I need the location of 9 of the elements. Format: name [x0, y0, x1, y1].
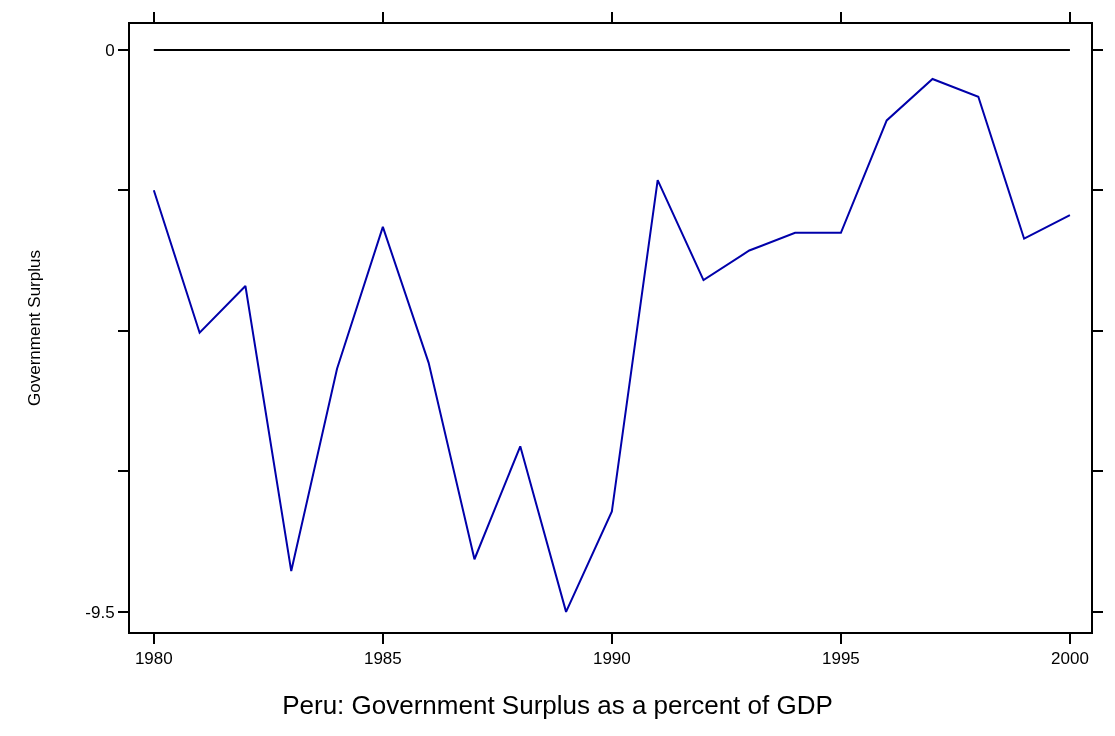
y-tick-label: -9.5 [85, 602, 115, 622]
y-axis-title: Government Surplus [25, 250, 45, 406]
x-tick-label: 1980 [134, 649, 173, 669]
y-tick-label: 0 [105, 40, 115, 60]
x-tick-label: 1985 [363, 649, 402, 669]
x-tick-label: 2000 [1051, 649, 1089, 669]
x-tick-label: 1990 [592, 649, 631, 669]
x-tick-label: 1995 [821, 649, 860, 669]
text: Peru: Government Surplus as a percent of GDP [282, 689, 833, 720]
